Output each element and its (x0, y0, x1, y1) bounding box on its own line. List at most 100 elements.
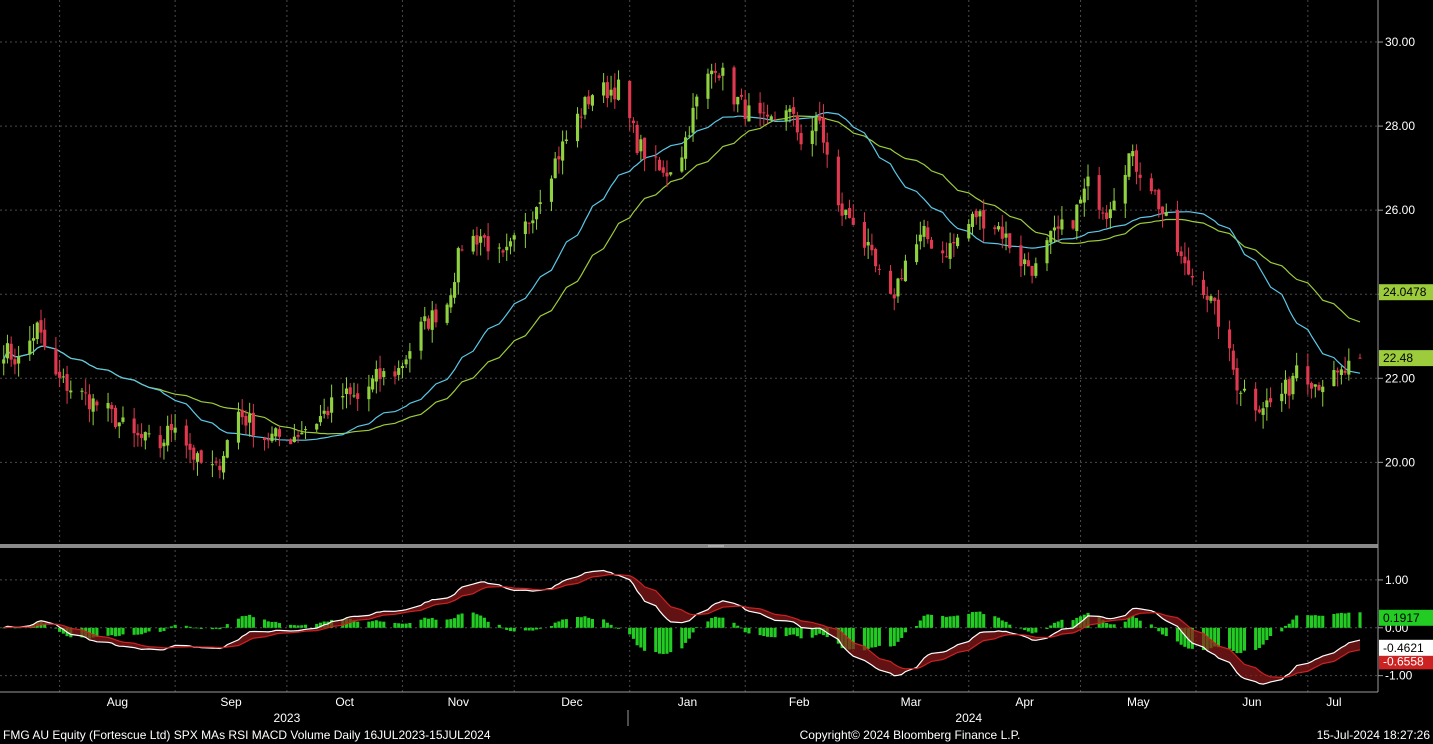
last-price-tag-bg (1379, 350, 1433, 367)
macd-hist-bar (773, 627, 777, 638)
macd-hist-bar (974, 611, 978, 628)
candle (1049, 230, 1053, 254)
candle (1056, 215, 1060, 242)
candle (1045, 237, 1049, 272)
macd-hist-bar (1108, 624, 1112, 628)
candle (1213, 297, 1217, 315)
macd-hist-bar (1231, 627, 1235, 651)
macd-hist-bar (695, 627, 699, 628)
candle (482, 233, 486, 247)
candle-body (147, 433, 151, 435)
macd-hist-bar (747, 627, 751, 634)
candle-body (531, 220, 535, 224)
candle (5, 334, 10, 364)
macd-hist-bar (158, 627, 162, 632)
candle (602, 73, 606, 103)
candle-body (1269, 398, 1273, 403)
candle-body (501, 250, 505, 253)
candle-body (1138, 174, 1142, 178)
macd-hist-bar (1105, 622, 1109, 628)
year-label: 2023 (274, 711, 301, 725)
candle-body (348, 387, 352, 395)
candle (687, 126, 691, 139)
macd-hist-bar (1153, 627, 1157, 628)
candle-body (169, 423, 173, 431)
candle-body (527, 222, 531, 224)
candle-body (1287, 379, 1291, 396)
macd-hist-bar (743, 627, 747, 633)
candle (1026, 252, 1030, 267)
macd-hist-bar (918, 620, 922, 628)
candle-body (680, 157, 684, 172)
candle-body (1321, 386, 1325, 393)
candle-body (248, 414, 252, 423)
macd-hist-bar (497, 624, 501, 628)
signal-value-tag-bg (1379, 653, 1433, 670)
candle-body (747, 105, 751, 122)
candle-body (1131, 151, 1135, 157)
macd-hist-bar (393, 622, 397, 628)
candle (557, 146, 561, 174)
macd-hist-bar (926, 614, 930, 628)
candle (713, 62, 717, 83)
candle (61, 368, 65, 384)
macd-hist-bar (1283, 625, 1288, 628)
candle-body (210, 464, 214, 466)
macd-hist-bar (765, 627, 770, 637)
signal-value-tag-text: -0.6558 (1383, 654, 1424, 668)
macd-hist-bar (1287, 623, 1291, 628)
candle (1269, 387, 1273, 408)
month-label: Jun (1242, 695, 1261, 709)
macd-hist-bar (445, 619, 449, 628)
candle (747, 93, 751, 122)
candle-body (344, 388, 349, 395)
candle (65, 365, 69, 404)
macd-hist-bar (501, 627, 505, 629)
candle-body (95, 401, 99, 406)
candle-body (799, 133, 803, 145)
candle-body (743, 99, 747, 120)
candle (1306, 353, 1310, 395)
candle-body (970, 213, 975, 227)
candle-body (1209, 296, 1213, 301)
candle (87, 384, 91, 423)
macd-hist-bar (657, 627, 662, 654)
candle-body (1235, 367, 1239, 391)
macd-hist-bar (915, 626, 919, 628)
candle (341, 383, 345, 410)
candle-body (240, 409, 244, 418)
macd-hist-bar (1291, 619, 1295, 628)
candle-body (419, 321, 423, 351)
candle-body (758, 102, 762, 114)
candle (1105, 205, 1109, 228)
candle (1235, 358, 1239, 405)
candle-body (721, 67, 725, 76)
candle-body (717, 75, 721, 78)
macd-hist-bar (244, 615, 248, 628)
macd-hist-bar (821, 627, 826, 636)
macd-hist-bar (61, 627, 65, 634)
macd-hist-bar (870, 627, 874, 648)
macd-hist-bar (1265, 627, 1269, 641)
candle-body (397, 368, 401, 375)
candle-body (1023, 259, 1027, 265)
candle-body (17, 356, 21, 364)
macd-hist-bar (43, 623, 47, 628)
macd-hist-bar (240, 616, 244, 628)
candle-body (1261, 408, 1265, 415)
macd-hist-bar (1336, 613, 1340, 628)
macd-hist-bar (214, 627, 218, 629)
candle (918, 221, 922, 250)
candle-body (739, 94, 744, 97)
candle (1149, 173, 1153, 195)
candle-body (352, 395, 356, 397)
candle-body (214, 461, 218, 463)
candle-body (706, 73, 710, 99)
month-label: Mar (901, 695, 922, 709)
candle-body (453, 282, 457, 298)
macd-hist-bar (479, 615, 483, 628)
macd-hist-bar (277, 623, 282, 628)
candle (169, 414, 173, 442)
macd-hist-bar (371, 621, 375, 628)
